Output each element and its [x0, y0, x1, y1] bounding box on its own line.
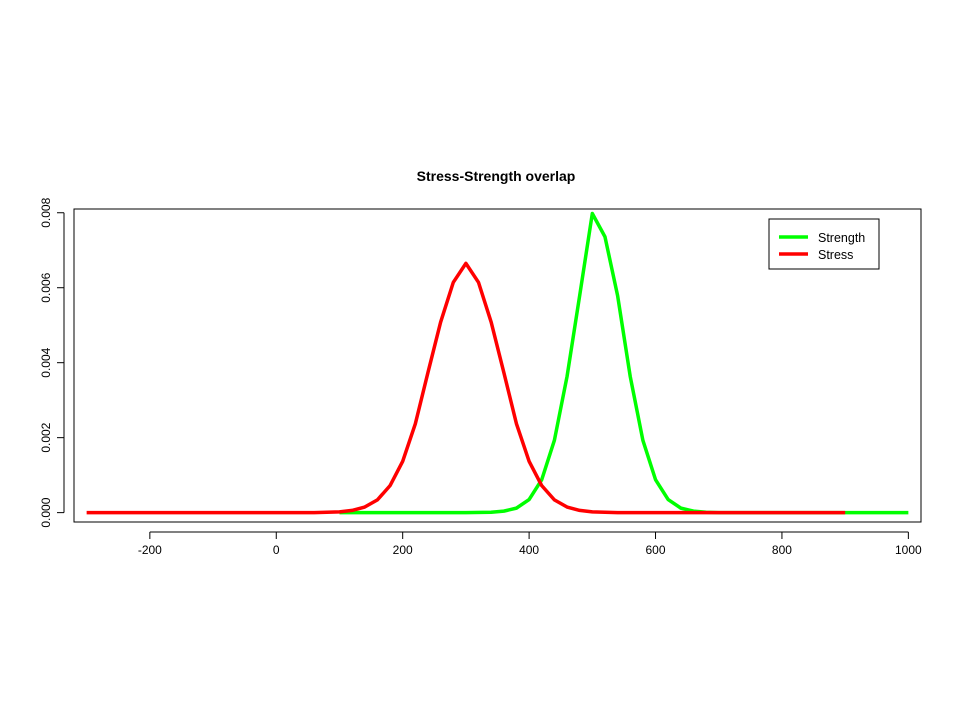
x-tick-label: 600 — [646, 543, 666, 557]
x-axis: -200 0 200 400 600 800 1000 — [138, 531, 922, 557]
y-tick-label: 0.008 — [39, 197, 53, 227]
x-tick-label: 400 — [519, 543, 539, 557]
legend-box — [768, 218, 880, 270]
y-tick-label: 0.004 — [39, 347, 53, 377]
series-line-stress — [86, 261, 846, 515]
plot-frame — [73, 208, 922, 523]
chart-title: Stress-Strength overlap — [417, 168, 576, 184]
x-tick-label: 1000 — [895, 543, 922, 557]
legend-label-strength: Strength — [818, 231, 865, 245]
series-line-strength — [339, 211, 909, 515]
x-tick-label: 200 — [393, 543, 413, 557]
y-axis: 0.000 0.002 0.004 0.006 0.008 — [39, 197, 65, 528]
y-tick-label: 0.002 — [39, 422, 53, 452]
y-tick-label: 0.006 — [39, 272, 53, 302]
y-tick-label: 0.000 — [39, 497, 53, 527]
x-tick-label: 800 — [772, 543, 792, 557]
series-layer — [86, 211, 909, 515]
legend-label-stress: Stress — [818, 248, 853, 262]
x-tick-label: 0 — [273, 543, 280, 557]
x-tick-label: -200 — [138, 543, 162, 557]
legend: Strength Stress — [768, 218, 880, 270]
